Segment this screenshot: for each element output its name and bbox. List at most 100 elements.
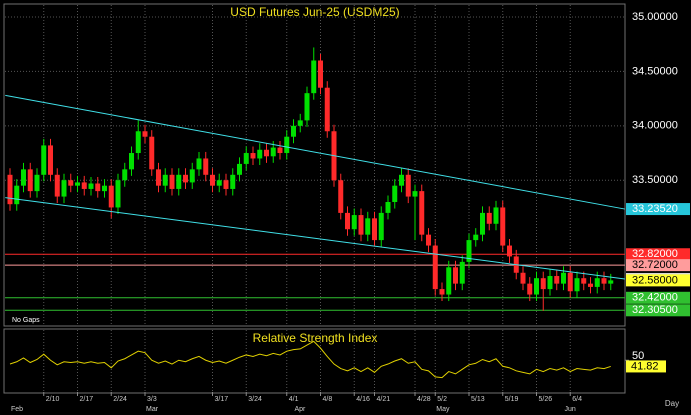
x-tick-label: 5/13 [471,396,485,403]
candle-body [567,272,573,292]
level-label-box [626,259,690,272]
level-label: 32.58000 [632,274,678,286]
candle-body [608,280,614,284]
x-tick-label: 3/24 [248,396,262,403]
rsi-line [9,340,611,379]
month-label: Mar [146,406,159,413]
candle-body [81,182,87,189]
candle-body [426,234,431,246]
y-tick-label: 34.50000 [632,65,678,77]
candle-body [547,276,553,290]
candle-body [162,174,168,186]
last-value-box [626,360,666,373]
candle-body [338,180,344,213]
candle-body [432,245,438,290]
candle-body [237,163,242,175]
y-tick-label: 35.00000 [632,11,678,23]
level-label: 32.42000 [632,292,678,304]
candle-body [473,234,479,241]
x-tick-label: 5/19 [505,396,519,403]
candle-body [520,272,526,284]
candle-body [419,191,425,235]
candle-body [176,174,182,189]
x-tick-label: 2/17 [80,396,94,403]
candle-body [507,245,512,257]
level-label-box [626,304,690,317]
candle-body [88,183,94,189]
candle-body [554,276,560,284]
level-label-box [626,291,690,304]
level-label: 32.72000 [632,259,678,271]
candle-body [54,174,60,197]
candle-body [500,207,506,246]
x-tick-label: 3/17 [215,396,229,403]
candle-body [27,169,33,192]
candle-body [243,153,249,164]
candle-body [270,147,276,157]
y-tick-label: 33.50000 [632,174,678,186]
level-label: 33.23520 [632,203,678,215]
candle-body [284,136,290,154]
note: No Gaps [12,317,40,324]
candle-body [61,180,67,197]
candle-body [210,174,215,186]
candle-body [527,283,533,295]
candle-body [21,169,26,186]
x-tick-label: 4/21 [377,396,391,403]
candle-body [183,174,188,183]
candle-body [129,153,134,170]
candle-body [318,60,323,88]
x-axis-label: Day [665,399,679,408]
candle-body [135,131,141,154]
candle-body [594,278,600,287]
x-tick-label: 2/10 [46,396,60,403]
candle-body [196,158,202,170]
candle-body [142,131,148,137]
candle-body [230,174,236,189]
candle-body [540,278,546,290]
candle-body [392,185,398,203]
candle-body [223,180,229,189]
trendline [5,94,626,210]
candle-body [358,215,364,235]
candle-body [250,153,256,159]
month-label: Feb [11,406,23,413]
trendline [5,197,625,280]
rsi-title: Relative Strength Index [253,331,378,345]
price-panel [3,3,626,327]
candle-body [95,183,101,192]
candle-body [34,174,40,192]
candle-body [466,240,472,262]
candle-body [365,218,371,235]
candle-body [41,145,47,175]
candle-body [291,125,296,137]
candle-body [203,158,209,175]
candle-body [7,174,13,205]
month-label: May [436,406,450,413]
candle-body [453,267,458,284]
chart-title: USD Futures Jun-25 (USDM25) [230,5,399,19]
candle-body [459,261,465,284]
candle-body [412,191,418,197]
candle-body [277,147,283,154]
level-label-box [626,203,690,216]
level-label-box [626,274,690,287]
candle-body [446,267,452,295]
candle-body [115,180,121,208]
candle-body [264,149,269,157]
candle-body [345,212,350,230]
candle-body [324,87,330,132]
candle-body [122,169,128,181]
candle-body [257,149,263,159]
month-label: Jun [565,406,576,413]
candle-body [588,283,593,287]
candle-body [561,272,566,284]
rsi-panel [3,328,626,394]
level-label-box [626,248,690,261]
candle-body [351,215,357,230]
candle-body [48,145,53,175]
x-tick-label: 4/1 [289,396,299,403]
candle-body [493,207,499,224]
